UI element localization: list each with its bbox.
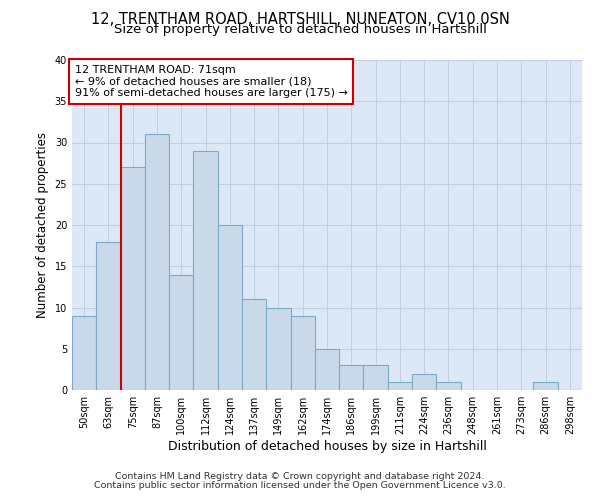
Y-axis label: Number of detached properties: Number of detached properties xyxy=(36,132,49,318)
Bar xyxy=(436,382,461,390)
Bar xyxy=(290,316,315,390)
Bar xyxy=(193,151,218,390)
Text: Contains public sector information licensed under the Open Government Licence v3: Contains public sector information licen… xyxy=(94,481,506,490)
Bar xyxy=(412,374,436,390)
Bar xyxy=(72,316,96,390)
Bar xyxy=(96,242,121,390)
Bar xyxy=(339,365,364,390)
Bar xyxy=(169,274,193,390)
Bar xyxy=(315,349,339,390)
Text: Contains HM Land Registry data © Crown copyright and database right 2024.: Contains HM Land Registry data © Crown c… xyxy=(115,472,485,481)
Bar xyxy=(242,299,266,390)
Text: Size of property relative to detached houses in Hartshill: Size of property relative to detached ho… xyxy=(113,24,487,36)
Bar xyxy=(218,225,242,390)
Bar xyxy=(388,382,412,390)
Text: 12 TRENTHAM ROAD: 71sqm
← 9% of detached houses are smaller (18)
91% of semi-det: 12 TRENTHAM ROAD: 71sqm ← 9% of detached… xyxy=(74,65,347,98)
Bar xyxy=(533,382,558,390)
Bar xyxy=(121,167,145,390)
Bar xyxy=(145,134,169,390)
X-axis label: Distribution of detached houses by size in Hartshill: Distribution of detached houses by size … xyxy=(167,440,487,453)
Bar xyxy=(364,365,388,390)
Bar xyxy=(266,308,290,390)
Text: 12, TRENTHAM ROAD, HARTSHILL, NUNEATON, CV10 0SN: 12, TRENTHAM ROAD, HARTSHILL, NUNEATON, … xyxy=(91,12,509,28)
